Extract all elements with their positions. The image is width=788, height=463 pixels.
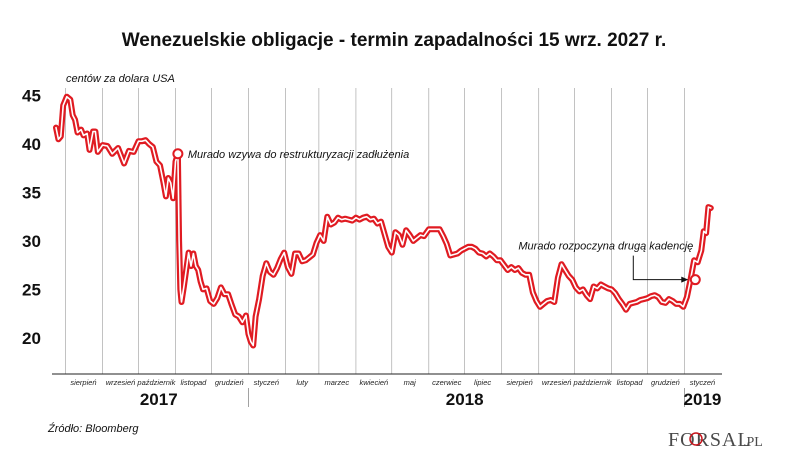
month-tick-label: styczeń: [254, 378, 279, 387]
month-tick-label: sierpień: [70, 378, 96, 387]
month-tick-label: wrzesień: [106, 378, 136, 387]
month-tick-label: październik: [136, 378, 176, 387]
y-tick-label: 35: [22, 184, 41, 203]
chart-title: Wenezuelskie obligacje - termin zapadaln…: [122, 30, 667, 51]
year-label: 2019: [684, 390, 722, 409]
forsal-logo: FORSAL .PL: [668, 429, 763, 451]
y-tick-label: 40: [22, 135, 41, 154]
y-tick-label: 30: [22, 232, 41, 251]
month-tick-label: kwiecień: [359, 378, 388, 387]
month-tick-label: sierpień: [507, 378, 533, 387]
series-line: [53, 93, 714, 349]
y-tick-label: 25: [22, 280, 41, 299]
month-tick-label: wrzesień: [542, 378, 572, 387]
month-tick-label: maj: [404, 378, 416, 387]
grid-lines: [65, 88, 685, 374]
source-note: Źródło: Bloomberg: [47, 422, 139, 435]
month-tick-label: marzec: [325, 378, 350, 387]
y-unit-label: centów za dolara USA: [66, 73, 175, 85]
annotation-marker: [172, 148, 184, 160]
annotation-label: Murado rozpoczyna drugą kadencję: [518, 241, 693, 253]
year-label: 2017: [140, 390, 178, 409]
month-tick-label: październik: [573, 378, 613, 387]
annotation-label: Murado wzywa do restrukturyzacji zadłuże…: [188, 149, 409, 161]
logo-mark-icon: [689, 432, 703, 446]
month-tick-label: luty: [296, 378, 309, 387]
month-tick-label: grudzień: [651, 378, 680, 387]
month-tick-label: listopad: [180, 378, 207, 387]
x-axis: sierpień wrzesień październik listopad grudz…: [52, 373, 722, 409]
month-tick-label: styczeń: [690, 378, 715, 387]
month-tick-label: lipiec: [474, 378, 491, 387]
month-tick-label: czerwiec: [432, 378, 461, 387]
y-axis-ticks: 45 40 35 30 25 20: [22, 87, 41, 348]
annotation-arrow-icon: [681, 276, 689, 283]
logo-suffix: .PL: [743, 435, 763, 450]
y-tick-label: 45: [22, 87, 41, 106]
series-layer: [53, 93, 714, 349]
annotation-marker: [689, 274, 701, 286]
logo-main: FORSAL: [668, 429, 751, 451]
month-tick-label: grudzień: [215, 378, 244, 387]
annotation-leader: [632, 255, 687, 281]
annotations-layer: Murado wzywa do restrukturyzacji zadłuże…: [172, 148, 701, 286]
y-tick-label: 20: [22, 329, 41, 348]
month-tick-label: listopad: [617, 378, 644, 387]
series-line-highlight: [55, 95, 712, 347]
year-label: 2018: [446, 390, 484, 409]
